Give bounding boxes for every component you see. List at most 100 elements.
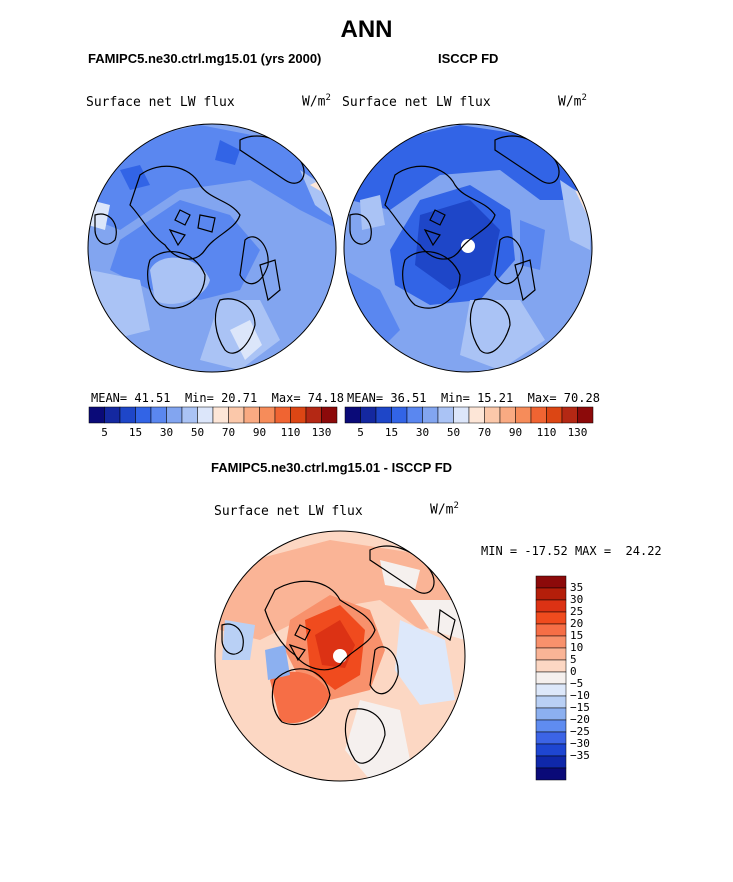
colorbar-tick-label: −30 [570,737,590,750]
colorbar-swatch [406,406,423,424]
colorbar-tick-label: 15 [384,426,399,439]
colorbar-swatch [535,623,567,637]
panel1-variable: Surface net LW flux [86,95,235,110]
colorbar-tick-label: −10 [570,689,590,702]
colorbar-tick-label: 90 [508,426,523,439]
colorbar-swatch [561,406,578,424]
colorbar-tick-label: −20 [570,713,590,726]
colorbar-tick-label: −35 [570,749,590,762]
colorbar-swatch [453,406,470,424]
colorbar-swatch [119,406,136,424]
colorbar-swatch [535,575,567,589]
colorbar-swatch [321,406,338,424]
colorbar-swatch [468,406,485,424]
diff-case-title: FAMIPC5.ne30.ctrl.mg15.01 - ISCCP FD [211,460,453,475]
colorbar-tick-label: 70 [221,426,236,439]
colorbar-swatch [535,767,567,781]
colorbar-swatch [104,406,121,424]
colorbar-tick-label: 25 [570,605,584,618]
colorbar-swatch [344,406,361,424]
colorbar-tick-label: 30 [570,593,584,606]
colorbar-swatch [484,406,501,424]
colorbar-swatch [535,647,567,661]
colorbar-tick-label: 10 [570,641,584,654]
colorbar-swatch [391,406,408,424]
colorbar-swatch [535,695,567,709]
colorbar-swatch [437,406,454,424]
colorbar-tick-label: 35 [570,581,584,594]
panel1-units: W/m2 [302,93,331,110]
colorbar-tick-label: −25 [570,725,590,738]
colorbar-swatch [422,406,439,424]
colorbar-tick-label: 5 [570,653,577,666]
colorbar-tick-label: 130 [567,426,588,439]
colorbar-swatch [305,406,322,424]
panel2-stats: MEAN= 36.51 Min= 15.21 Max= 70.28 [347,391,600,405]
colorbar-obs [344,406,594,424]
colorbar-swatch [135,406,152,424]
colorbar-swatch [88,406,105,424]
colorbar-swatch [150,406,167,424]
colorbar-swatch [535,599,567,613]
colorbar-swatch [535,671,567,685]
colorbar-swatch [535,683,567,697]
colorbar-tick-label: 30 [159,426,174,439]
colorbar-swatch [181,406,198,424]
diff-minmax: MIN = -17.52 MAX = 24.22 [481,544,662,558]
colorbar-swatch [375,406,392,424]
colorbar-tick-label: 20 [570,617,584,630]
colorbar-tick-label: 0 [570,665,577,678]
colorbar-swatch [535,743,567,757]
panel1-stats: MEAN= 41.51 Min= 20.71 Max= 74.18 [91,391,344,405]
colorbar-swatch [535,611,567,625]
colorbar-diff [535,575,567,781]
colorbar-swatch [243,406,260,424]
colorbar-swatch [535,755,567,769]
colorbar-swatch [259,406,276,424]
colorbar-swatch [535,659,567,673]
colorbar-swatch [530,406,547,424]
colorbar-swatch [535,707,567,721]
colorbar-tick-label: −15 [570,701,590,714]
colorbar-swatch [535,587,567,601]
colorbar-swatch [546,406,563,424]
colorbar-tick-label: 130 [311,426,332,439]
colorbar-swatch [535,731,567,745]
colorbar-tick-label: 50 [446,426,461,439]
colorbar-obs-ticks: 5 15 30 50 70 90 110 130 [345,426,593,440]
colorbar-tick-label: 110 [536,426,557,439]
diff-units: W/m2 [430,501,459,518]
colorbar-swatch [228,406,245,424]
colorbar-tick-label: 5 [357,426,364,439]
colorbar-swatch [212,406,229,424]
colorbar-tick-label: 50 [190,426,205,439]
colorbar-swatch [360,406,377,424]
colorbar-tick-label: −5 [570,677,584,690]
colorbar-tick-label: 15 [128,426,143,439]
colorbar-tick-label: 5 [101,426,108,439]
colorbar-model-ticks: 5 15 30 50 70 90 110 130 [89,426,337,440]
colorbar-swatch [499,406,516,424]
colorbar-swatch [535,719,567,733]
panel2-variable: Surface net LW flux [342,95,491,110]
colorbar-diff-labels: 35 30 25 20 15 10 5 0 −5 −10 −15 −20 −25 −30 −35 [570,576,610,780]
season-title: ANN [340,16,393,43]
colorbar-tick-label: 90 [252,426,267,439]
colorbar-tick-label: 30 [415,426,430,439]
colorbar-swatch [290,406,307,424]
panel2-case-title: ISCCP FD [438,51,499,66]
colorbar-swatch [166,406,183,424]
colorbar-tick-label: 110 [280,426,301,439]
colorbar-swatch [515,406,532,424]
colorbar-model [88,406,338,424]
colorbar-swatch [197,406,214,424]
colorbar-tick-label: 70 [477,426,492,439]
colorbar-swatch [274,406,291,424]
colorbar-swatch [577,406,594,424]
panel2-units: W/m2 [558,93,587,110]
diff-variable: Surface net LW flux [214,504,363,519]
colorbar-swatch [535,635,567,649]
colorbar-tick-label: 15 [570,629,584,642]
panel1-case-title: FAMIPC5.ne30.ctrl.mg15.01 (yrs 2000) [88,51,322,66]
